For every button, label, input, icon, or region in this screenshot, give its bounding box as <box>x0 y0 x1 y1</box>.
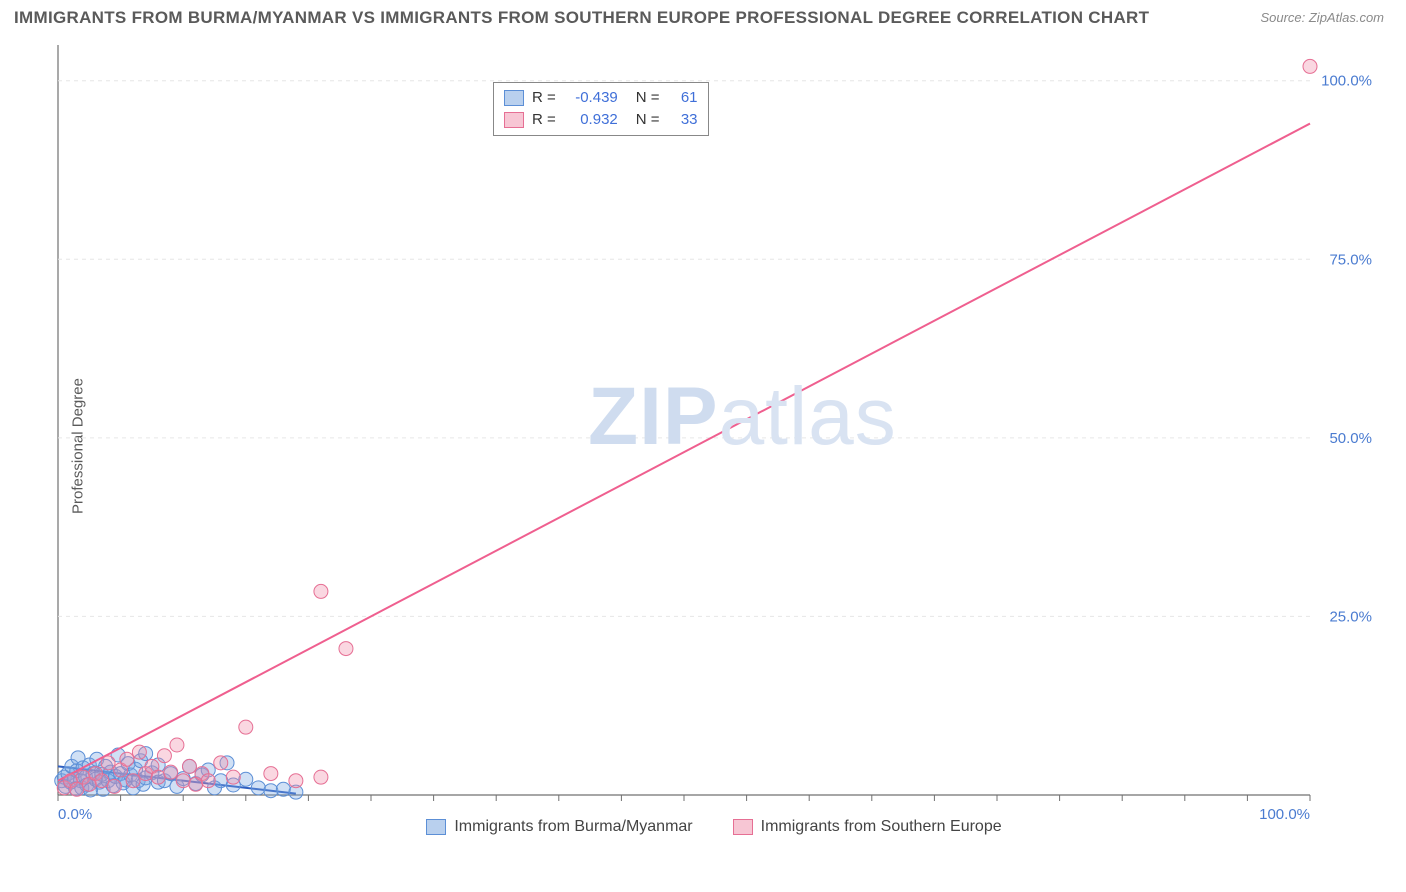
source-attribution: Source: ZipAtlas.com <box>1260 10 1384 25</box>
legend-item-seurope: Immigrants from Southern Europe <box>733 818 1002 836</box>
svg-text:100.0%: 100.0% <box>1321 73 1372 90</box>
svg-text:75.0%: 75.0% <box>1329 251 1372 268</box>
legend-item-burma: Immigrants from Burma/Myanmar <box>426 818 692 836</box>
swatch-icon <box>426 819 446 835</box>
series-legend: Immigrants from Burma/Myanmar Immigrants… <box>48 818 1380 836</box>
chart-plot-area: 25.0%50.0%75.0%100.0%0.0%100.0% ZIPatlas… <box>48 40 1380 840</box>
chart-svg: 25.0%50.0%75.0%100.0%0.0%100.0% <box>48 40 1380 840</box>
legend-label: Immigrants from Burma/Myanmar <box>454 818 692 836</box>
correlation-legend: R =-0.439 N =61 R =0.932 N =33 <box>493 82 709 136</box>
chart-title: IMMIGRANTS FROM BURMA/MYANMAR VS IMMIGRA… <box>14 8 1149 28</box>
legend-label: Immigrants from Southern Europe <box>761 818 1002 836</box>
svg-text:25.0%: 25.0% <box>1329 608 1372 625</box>
swatch-icon <box>733 819 753 835</box>
svg-text:50.0%: 50.0% <box>1329 430 1372 447</box>
